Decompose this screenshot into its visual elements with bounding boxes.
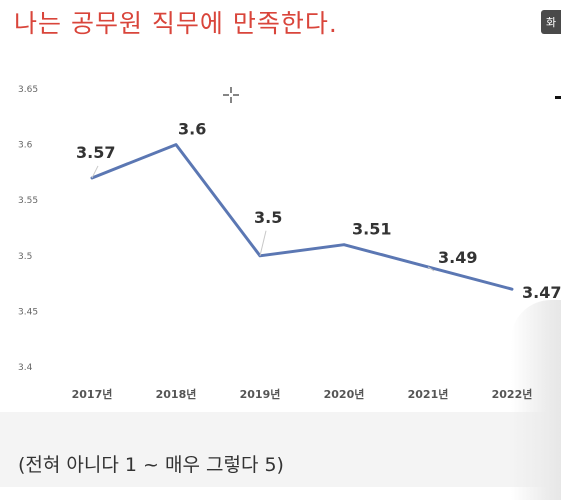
x-tick-label: 2021년	[408, 387, 449, 401]
y-tick-label: 3.45	[18, 307, 38, 317]
presenter-silhouette	[511, 300, 561, 500]
data-label: 3.57	[76, 143, 115, 162]
data-label: 3.5	[254, 208, 282, 227]
series-line	[90, 143, 514, 291]
y-tick-label: 3.5	[18, 252, 32, 262]
x-tick-label: 2018년	[156, 387, 197, 401]
edge-mark	[555, 96, 561, 99]
data-label: 3.47	[522, 283, 561, 302]
scale-note: (전혀 아니다 1 ~ 매우 그렇다 5)	[18, 454, 284, 476]
data-label-leader	[91, 165, 99, 179]
chart-title: 나는 공무원 직무에 만족한다.	[14, 9, 338, 38]
corner-badge[interactable]: 화	[541, 10, 561, 34]
data-label: 3.49	[438, 248, 477, 267]
x-tick-label: 2020년	[324, 387, 365, 401]
caption-band	[0, 412, 561, 487]
y-tick-label: 3.55	[18, 196, 38, 206]
data-label-leader	[427, 266, 435, 272]
y-tick-label: 3.6	[18, 141, 33, 151]
x-tick-label: 2019년	[240, 387, 281, 401]
y-tick-label: 3.65	[18, 85, 38, 95]
data-label: 3.51	[352, 220, 391, 239]
y-tick-label: 3.4	[18, 363, 33, 373]
crosshair-cursor-icon	[223, 87, 239, 103]
data-label: 3.6	[178, 120, 206, 139]
line-chart: 3.4 3.45 3.5 3.55 3.6 3.65 2017년 2018년 2019년 2020…	[18, 85, 561, 401]
x-tick-label: 2017년	[72, 387, 113, 401]
x-tick-label: 2022년	[492, 387, 533, 401]
data-label-leader	[259, 230, 267, 256]
